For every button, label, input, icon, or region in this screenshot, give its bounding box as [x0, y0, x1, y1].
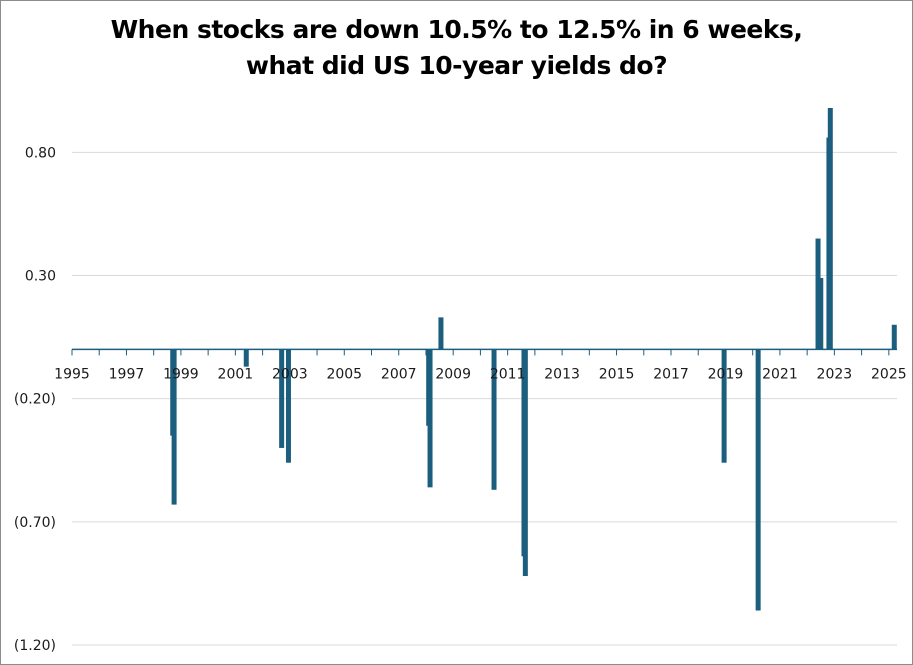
- x-tick-label: 1997: [109, 366, 145, 382]
- chart-title-line-2: what did US 10-year yields do?: [245, 51, 668, 80]
- x-tick-label: 2005: [326, 366, 362, 382]
- chart-title: When stocks are down 10.5% to 12.5% in 6…: [0, 12, 913, 84]
- x-tick-label: 2025: [871, 366, 907, 382]
- x-tick-label: 2023: [817, 366, 853, 382]
- x-tick-label: 1995: [54, 366, 90, 382]
- bar: [721, 349, 727, 463]
- x-tick-label: 2021: [762, 366, 798, 382]
- x-tick-label: 1999: [163, 366, 199, 382]
- y-tick-label: 0.30: [25, 269, 56, 285]
- bar: [491, 349, 497, 490]
- bar: [827, 108, 833, 350]
- bar: [522, 349, 528, 577]
- y-tick-label: 0.80: [25, 145, 56, 161]
- x-tick-label: 2019: [708, 366, 744, 382]
- bar: [818, 277, 824, 350]
- x-tick-label: 2017: [653, 366, 689, 382]
- x-tick-label: 2003: [272, 366, 308, 382]
- bar: [815, 238, 821, 350]
- y-tick-label: (0.20): [14, 392, 56, 408]
- chart-title-line-1: When stocks are down 10.5% to 12.5% in 6…: [110, 15, 803, 44]
- x-tick-label: 2011: [490, 366, 526, 382]
- bar: [438, 317, 444, 350]
- x-tick-label: 2007: [381, 366, 417, 382]
- bar: [285, 349, 291, 463]
- bar: [243, 349, 249, 367]
- x-tick-label: 2013: [544, 366, 580, 382]
- x-tick-label: 2009: [435, 366, 471, 382]
- bar: [755, 349, 761, 611]
- bar: [427, 349, 433, 488]
- bars: [170, 108, 897, 611]
- bar: [891, 324, 897, 350]
- x-axis: [71, 348, 897, 356]
- gridlines: [72, 151, 897, 646]
- y-tick-label: (0.70): [14, 515, 56, 531]
- y-axis-labels: 0.80 0.30 (0.20) (0.70) (1.20): [14, 145, 56, 654]
- bar: [171, 349, 177, 505]
- x-axis-labels: 1995 1997 1999 2001 2003 2005 2007 2009 2011 2013…: [54, 366, 906, 382]
- bar: [279, 349, 285, 448]
- x-tick-label: 2001: [218, 366, 254, 382]
- y-tick-label: (1.20): [14, 638, 56, 654]
- x-tick-label: 2015: [599, 366, 635, 382]
